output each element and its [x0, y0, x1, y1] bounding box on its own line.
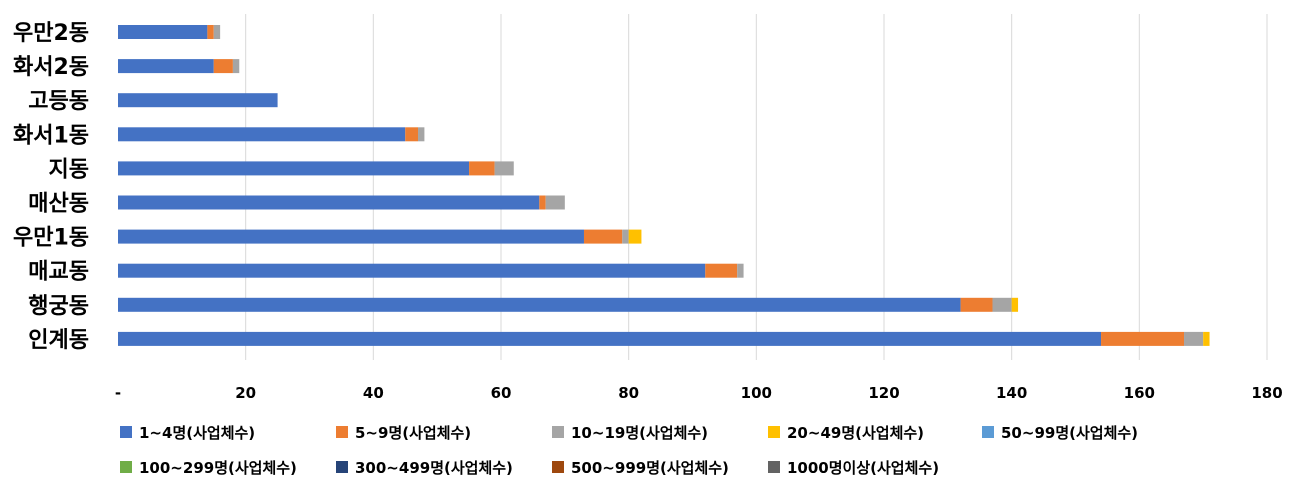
legend-swatch: [336, 461, 348, 473]
bars: [118, 25, 1210, 346]
category-label: 행궁동: [28, 294, 89, 319]
bar-segment: [118, 161, 470, 176]
bar-segment: [583, 229, 623, 244]
legend-swatch: [768, 461, 780, 473]
bar-segment: [118, 59, 214, 74]
category-label: 고등동: [28, 89, 89, 114]
bar-segment: [118, 263, 706, 278]
category-label: 우만2동: [13, 21, 89, 46]
bar-segment: [213, 59, 233, 74]
category-label: 우만1동: [13, 226, 89, 251]
category-label: 매산동: [28, 192, 89, 217]
x-tick-label: 100: [741, 384, 772, 402]
x-tick-label: 60: [491, 384, 512, 402]
gridlines: [245, 14, 1268, 360]
bar-segment: [1184, 331, 1204, 346]
category-label: 인계동: [28, 328, 89, 353]
bar-segment: [1101, 331, 1185, 346]
legend-item: 1000명이상(사업체수): [768, 459, 939, 477]
legend-label: 10~19명(사업체수): [571, 424, 708, 442]
x-tick-label: -: [115, 384, 121, 402]
bar-segment: [118, 25, 208, 39]
category-label: 매교동: [28, 260, 89, 285]
x-tick-label: 80: [618, 384, 639, 402]
bar-segment: [118, 331, 1102, 346]
bar-segment: [1203, 331, 1210, 346]
legend-label: 50~99명(사업체수): [1001, 424, 1138, 442]
bar-segment: [622, 229, 629, 244]
x-axis-tick-labels: - 20 40 60 80 100 120 140 160 180: [115, 384, 1283, 402]
bar-segment: [118, 93, 278, 108]
legend-item: 500~999명(사업체수): [552, 459, 729, 477]
category-label: 화서2동: [13, 55, 89, 80]
legend-label: 1~4명(사업체수): [139, 424, 255, 442]
legend-item: 50~99명(사업체수): [982, 424, 1138, 442]
bar-segment: [118, 229, 584, 244]
legend-swatch: [336, 426, 348, 438]
x-tick-label: 20: [235, 384, 256, 402]
legend-swatch: [120, 426, 132, 438]
bar-segment: [469, 161, 495, 176]
legend-swatch: [982, 426, 994, 438]
legend-item: 100~299명(사업체수): [120, 459, 297, 477]
legend-label: 5~9명(사업체수): [355, 424, 471, 442]
bar-segment: [494, 161, 514, 176]
legend-item: 20~49명(사업체수): [768, 424, 924, 442]
bar-segment: [118, 127, 406, 142]
bar-segment: [207, 25, 214, 39]
legend-label: 300~499명(사업체수): [355, 459, 513, 477]
bar-segment: [118, 297, 961, 312]
category-label: 지동: [49, 157, 89, 182]
legend-item: 5~9명(사업체수): [336, 424, 471, 442]
x-tick-label: 40: [363, 384, 384, 402]
legend-swatch: [120, 461, 132, 473]
bar-segment: [628, 229, 642, 244]
legend-label: 20~49명(사업체수): [787, 424, 924, 442]
bar-segment: [737, 263, 744, 278]
category-label: 화서1동: [13, 123, 89, 148]
bar-segment: [545, 195, 565, 210]
legend-item: 10~19명(사업체수): [552, 424, 708, 442]
x-tick-label: 120: [868, 384, 899, 402]
legend-swatch: [768, 426, 780, 438]
legend-label: 1000명이상(사업체수): [787, 459, 939, 477]
bar-segment: [705, 263, 738, 278]
legend-swatch: [552, 426, 564, 438]
bar-segment: [213, 25, 221, 39]
bar-segment: [960, 297, 993, 312]
bar-segment: [992, 297, 1012, 312]
bar-segment: [539, 195, 546, 210]
legend-item: 300~499명(사업체수): [336, 459, 513, 477]
bar-segment: [1011, 297, 1019, 312]
legend-swatch: [552, 461, 564, 473]
bar-segment: [418, 127, 425, 142]
legend-item: 1~4명(사업체수): [120, 424, 255, 442]
legend: 1~4명(사업체수) 5~9명(사업체수) 10~19명(사업체수) 20~49명(사…: [120, 424, 1138, 477]
x-tick-label: 140: [996, 384, 1027, 402]
legend-label: 500~999명(사업체수): [571, 459, 729, 477]
legend-label: 100~299명(사업체수): [139, 459, 297, 477]
bar-segment: [405, 127, 419, 142]
bar-segment: [232, 59, 240, 74]
x-tick-label: 160: [1124, 384, 1155, 402]
bar-segment: [118, 195, 540, 210]
x-tick-label: 180: [1251, 384, 1282, 402]
